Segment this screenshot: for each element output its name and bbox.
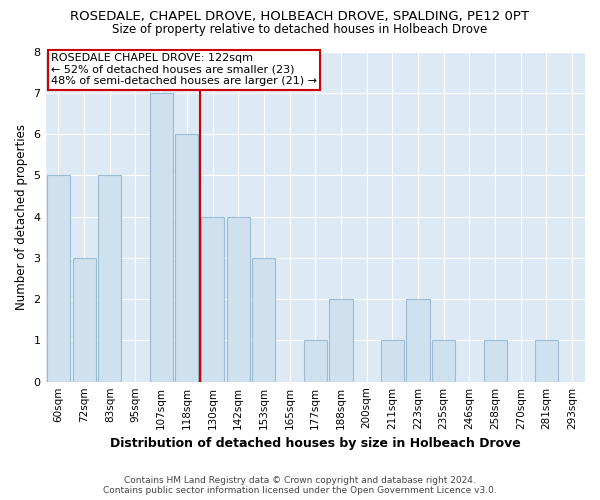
Y-axis label: Number of detached properties: Number of detached properties — [15, 124, 28, 310]
Bar — [201, 216, 224, 382]
Bar — [432, 340, 455, 382]
Text: Size of property relative to detached houses in Holbeach Drove: Size of property relative to detached ho… — [112, 22, 488, 36]
Bar — [227, 216, 250, 382]
Bar — [73, 258, 95, 382]
Bar — [253, 258, 275, 382]
Bar — [98, 176, 121, 382]
Bar — [484, 340, 506, 382]
Bar — [175, 134, 199, 382]
Bar — [47, 176, 70, 382]
X-axis label: Distribution of detached houses by size in Holbeach Drove: Distribution of detached houses by size … — [110, 437, 521, 450]
Bar — [329, 299, 353, 382]
Bar — [406, 299, 430, 382]
Bar — [381, 340, 404, 382]
Text: ROSEDALE, CHAPEL DROVE, HOLBEACH DROVE, SPALDING, PE12 0PT: ROSEDALE, CHAPEL DROVE, HOLBEACH DROVE, … — [71, 10, 530, 23]
Bar — [535, 340, 558, 382]
Bar — [149, 93, 173, 382]
Text: ROSEDALE CHAPEL DROVE: 122sqm
← 52% of detached houses are smaller (23)
48% of s: ROSEDALE CHAPEL DROVE: 122sqm ← 52% of d… — [51, 53, 317, 86]
Bar — [304, 340, 327, 382]
Text: Contains HM Land Registry data © Crown copyright and database right 2024.
Contai: Contains HM Land Registry data © Crown c… — [103, 476, 497, 495]
